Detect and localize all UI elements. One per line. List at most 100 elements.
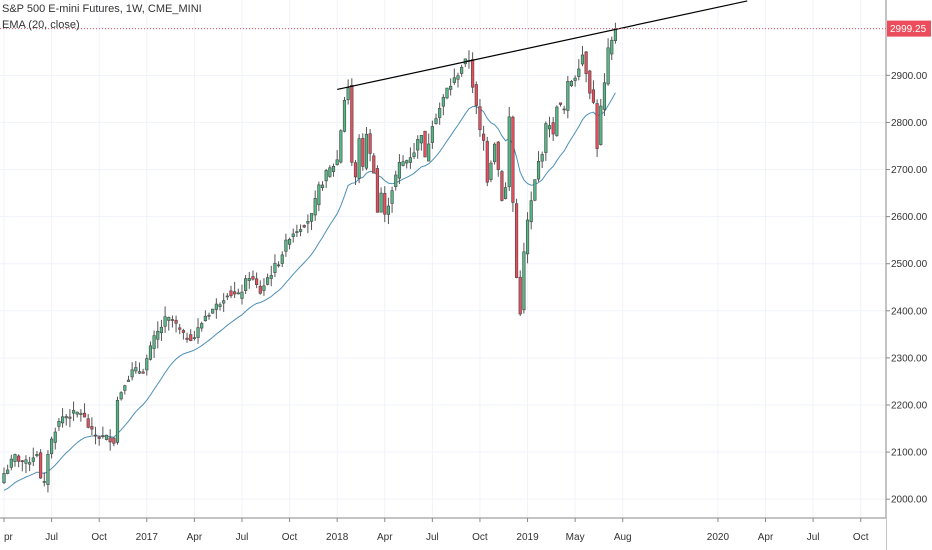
candle-body	[361, 138, 365, 167]
candle-body	[20, 460, 24, 462]
y-tick-label: 2700.00	[891, 165, 928, 176]
candle	[525, 212, 530, 264]
candle	[540, 151, 544, 168]
x-tick-label: Oct	[472, 532, 488, 543]
candle	[295, 224, 299, 237]
candle	[2, 467, 6, 484]
candle	[35, 450, 39, 458]
candle-body	[493, 143, 497, 163]
x-tick-label: 2017	[136, 532, 159, 543]
x-tick-label: Oct	[91, 532, 107, 543]
candle-body	[145, 358, 149, 371]
candle	[251, 270, 255, 281]
x-tick-label: 2019	[516, 532, 539, 543]
candle-body	[547, 125, 552, 130]
candle	[493, 142, 497, 165]
candle-body	[46, 454, 50, 485]
candle	[119, 391, 123, 401]
candle-body	[577, 68, 581, 77]
candle-body	[566, 81, 570, 111]
candle	[277, 261, 281, 268]
candle	[591, 80, 596, 105]
candle	[610, 36, 614, 61]
candle	[361, 133, 365, 171]
candle	[71, 401, 76, 421]
candle-body	[28, 462, 32, 465]
candle-body	[412, 152, 416, 157]
candle	[229, 285, 233, 299]
candle-body	[514, 203, 519, 278]
candle-body	[401, 161, 405, 166]
candle-body	[207, 314, 211, 317]
candle	[97, 435, 101, 446]
candle	[320, 181, 325, 191]
candle	[167, 316, 171, 331]
candle	[511, 115, 515, 212]
candle	[518, 270, 522, 316]
candle	[53, 427, 57, 450]
candle-body	[320, 184, 325, 189]
candle-body	[174, 319, 178, 324]
candle-body	[203, 315, 207, 322]
candle	[163, 306, 167, 333]
candle	[185, 332, 189, 343]
x-tick-label: Oct	[853, 532, 869, 543]
candle-body	[108, 437, 112, 443]
candle-body	[540, 154, 544, 162]
candle-body	[478, 106, 482, 131]
candle-body	[189, 334, 193, 342]
candle-body	[511, 116, 515, 203]
candle	[478, 98, 482, 137]
candle	[170, 315, 174, 328]
candle-body	[159, 326, 164, 334]
candle-body	[53, 431, 57, 443]
y-tick-label: 2800.00	[891, 118, 928, 129]
candle-body	[35, 454, 39, 457]
candle-body	[247, 278, 251, 281]
candle	[500, 169, 504, 202]
x-tick-label: Apr	[187, 532, 203, 543]
candle-body	[522, 251, 526, 311]
x-tick-label: Oct	[282, 532, 298, 543]
candle-body	[93, 434, 98, 437]
candle-body	[456, 75, 460, 80]
x-tick-label: 2018	[326, 532, 349, 543]
candle	[39, 449, 43, 479]
candle-body	[112, 437, 116, 444]
candle-body	[291, 233, 295, 237]
candle	[408, 147, 412, 169]
candle	[317, 181, 321, 212]
chart-title: S&P 500 E-mini Futures, 1W, CME_MINI	[2, 3, 202, 15]
y-tick-label: 2200.00	[891, 400, 928, 411]
candle-body	[2, 473, 6, 484]
x-tick-label: Jul	[45, 532, 58, 543]
candle-body	[474, 84, 478, 106]
candle	[75, 411, 79, 418]
candle-body	[200, 323, 204, 329]
time-axis-bg	[0, 518, 886, 550]
candle-body	[269, 275, 273, 279]
candle-body	[482, 133, 486, 141]
candle-body	[591, 89, 596, 103]
candle	[196, 318, 200, 344]
candle	[112, 437, 116, 447]
candle-body	[287, 238, 292, 245]
candle-body	[390, 190, 394, 204]
candle	[42, 472, 46, 487]
candle	[28, 456, 32, 472]
candle-body	[408, 157, 412, 163]
grid-layer	[0, 0, 886, 518]
candle	[214, 298, 218, 319]
candle-body	[368, 133, 372, 154]
candle-body	[489, 162, 493, 180]
candle	[309, 213, 314, 231]
candle	[566, 76, 570, 119]
candle	[602, 73, 607, 116]
candle	[613, 22, 617, 44]
candle	[159, 319, 164, 341]
candle-body	[236, 292, 240, 295]
candle	[606, 38, 610, 86]
candle	[148, 341, 153, 361]
candle-body	[156, 330, 160, 340]
